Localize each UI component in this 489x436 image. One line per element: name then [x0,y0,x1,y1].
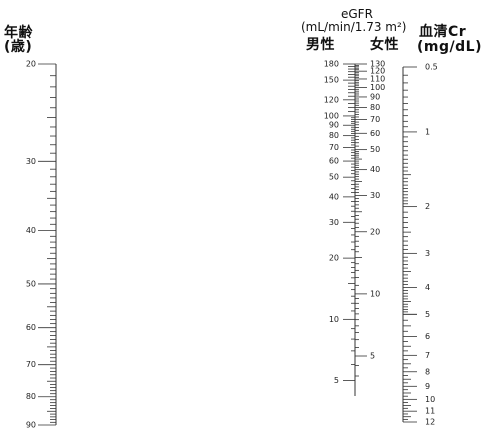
serum-cr-tick-label: 5 [425,310,430,319]
serum-cr-tick-label: 12 [425,418,435,427]
egfr-female-tick-label: 110 [370,74,385,83]
serum-cr-tick-label: 6 [425,332,430,341]
age-tick-label: 50 [26,279,36,288]
age-tick-label: 40 [26,226,36,235]
egfr-female-tick-label: 60 [370,129,380,138]
egfr-male-tick-label: 20 [329,254,339,263]
egfr-female-tick-label: 90 [370,92,380,101]
egfr-female-tick-label: 130 [370,60,385,69]
egfr-male-tick-label: 90 [329,121,339,130]
age-scale: 20 30 40 50 60 70 80 90 [26,60,57,430]
egfr-axis-unit: (mL/min/1.73 m²) [301,20,407,34]
egfr-female-tick-label: 10 [370,289,380,298]
age-tick-label: 90 [26,421,36,430]
egfr-female-tick-label: 20 [370,227,380,236]
egfr-male-tick-label: 80 [329,131,339,140]
egfr-female-tick-label: 5 [370,352,375,361]
egfr-female-label: 女性 [370,37,399,53]
serum-cr-tick-label: 8 [425,367,430,376]
egfr-male-tick-label: 100 [324,111,339,120]
age-axis-title: 年齢 [4,25,33,41]
age-tick-label: 80 [26,392,36,401]
egfr-scale: 1801501201009080706050403020105130120110… [324,60,385,396]
egfr-female-tick-label: 50 [370,145,380,154]
egfr-male-tick-label: 70 [329,143,339,152]
egfr-male-tick-label: 120 [324,95,339,104]
age-tick-label: 70 [26,360,36,369]
serum-cr-tick-label: 7 [425,351,430,360]
egfr-female-tick-label: 120 [370,67,385,76]
age-tick-label: 20 [26,60,36,69]
serum-cr-tick-label: 2 [425,202,430,211]
serum-cr-axis-title: 血清Cr [419,24,467,40]
egfr-axis-title: eGFR [341,7,373,21]
age-tick-label: 60 [26,323,36,332]
serum-cr-tick-label: 9 [425,382,430,391]
serum-cr-tick-label: 4 [425,283,430,292]
egfr-female-tick-label: 80 [370,103,380,112]
serum-cr-tick-label: 3 [425,249,430,258]
age-axis-unit: (歳) [4,39,33,55]
egfr-male-tick-label: 10 [329,315,339,324]
egfr-male-tick-label: 180 [324,60,339,69]
serum-cr-tick-label: 11 [425,407,435,416]
serum-cr-tick-label: 1 [425,127,430,136]
egfr-female-tick-label: 70 [370,115,380,124]
egfr-male-tick-label: 30 [329,218,339,227]
egfr-male-tick-label: 50 [329,173,339,182]
egfr-male-tick-label: 60 [329,157,339,166]
egfr-female-tick-label: 30 [370,191,380,200]
serum-cr-tick-label: 10 [425,395,435,404]
egfr-male-tick-label: 5 [334,376,339,385]
egfr-female-tick-label: 40 [370,165,380,174]
age-tick-label: 30 [26,157,36,166]
egfr-male-label: 男性 [306,37,335,53]
egfr-male-tick-label: 150 [324,76,339,85]
egfr-male-tick-label: 40 [329,192,339,201]
serum-cr-axis-unit: (mg/dL) [417,39,482,55]
egfr-female-tick-label: 100 [370,83,385,92]
serum-cr-tick-label: 0.5 [425,63,438,72]
